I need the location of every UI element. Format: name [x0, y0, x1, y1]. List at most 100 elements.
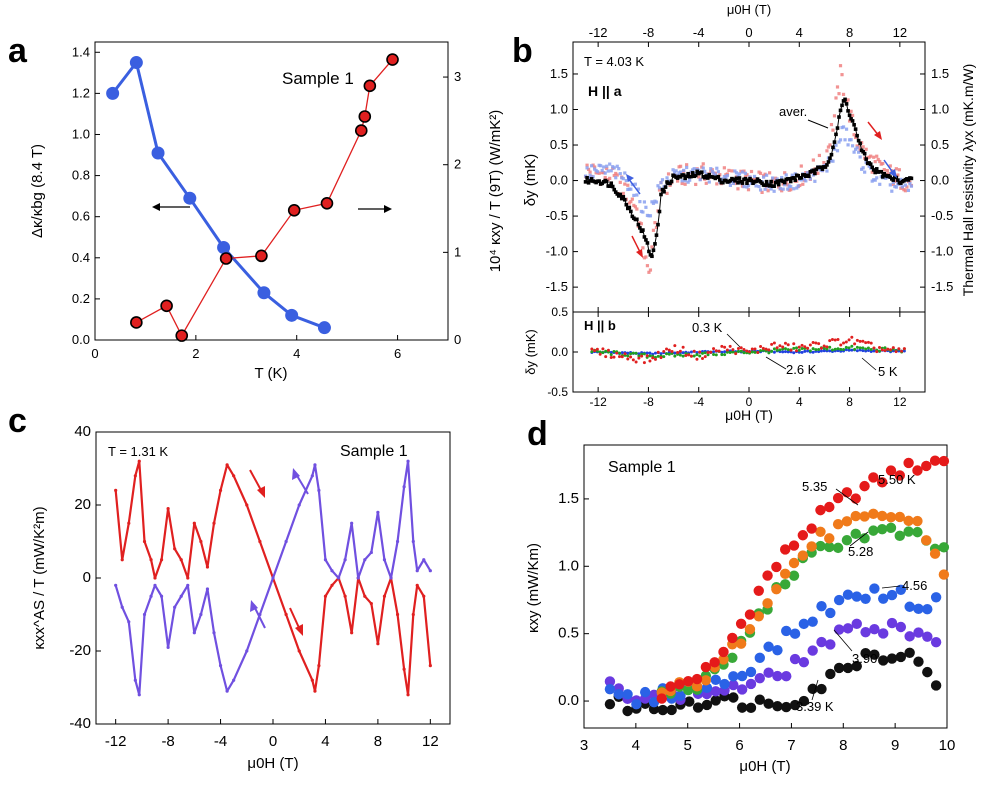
- panel-b-bottom-point-1-87: [830, 348, 834, 352]
- panel-b-point-blue-188: [867, 164, 871, 168]
- panel-b-bottom-point-0-69: [781, 350, 785, 354]
- panel-b-point-blue-129: [778, 186, 782, 191]
- panel-c-xlabel: μ0H (T): [247, 755, 298, 772]
- panel-b-point-blue-181: [857, 150, 861, 154]
- panel-b-bottom-point-2-64: [767, 348, 771, 352]
- panel-b-top-ytick-label-5: 1.0: [550, 102, 568, 117]
- panel-b-top: -12 -8 -4 0 4 8 12 -1.5-1.0-0.50.00.51.01.5-1.…: [522, 2, 976, 313]
- panel-b-top-r-ytick-right-label-4: 0.5: [931, 137, 949, 152]
- panel-d-point-1-29: [912, 515, 923, 527]
- panel-d-point-5-11: [701, 699, 713, 711]
- panel-b-point-red-171: [841, 92, 846, 97]
- panel-d-point-0-5: [700, 661, 712, 673]
- panel-d-point-0-27: [894, 470, 906, 481]
- panel-d-point-1-26: [885, 512, 897, 523]
- panel-b-point-blue-8: [596, 170, 600, 174]
- panel-b-point-blue-83: [709, 167, 713, 171]
- panel-b-bottom-point-2-33: [681, 345, 685, 349]
- panel-b-top-r-ytick-right-label-1: -1.0: [931, 244, 953, 259]
- panel-b-bottom-point-2-52: [734, 352, 738, 356]
- panel-b-point-red-64: [680, 181, 684, 186]
- panel-b-bottom-point-2-35: [687, 353, 691, 357]
- panel-b-top-ylabel: δy (mK): [522, 154, 539, 207]
- panel-b-bottom-point-0-17: [637, 352, 641, 356]
- panel-c-point-1-15: [205, 587, 210, 591]
- panel-b-bottom-point-1-92: [844, 345, 848, 349]
- panel-b-top-ytick-label-4: 0.5: [550, 137, 568, 152]
- panel-b-point-blue-98: [731, 181, 736, 185]
- panel-b-point-blue-193: [875, 176, 879, 180]
- arrow-blue-c1: [250, 600, 266, 629]
- panel-c-point-0-0: [114, 488, 118, 492]
- panel-d-point-3-37: [930, 592, 942, 603]
- panel-b-bottom-point-2-74: [795, 349, 799, 353]
- panel-b-bottom-point-2-68: [778, 344, 782, 348]
- panel-d-xtick-label-3: 6: [735, 737, 743, 754]
- panel-b-bottom-point-0-11: [620, 351, 624, 355]
- panel-b-point-red-55: [666, 172, 671, 176]
- panel-c-point-1-44: [422, 558, 426, 562]
- panel-b-temperature: T = 4.03 K: [584, 54, 644, 69]
- panel-b-bottom-point-1-96: [855, 345, 859, 349]
- arrow-red-c2: [289, 607, 303, 636]
- panel-d-point-2-32: [938, 542, 950, 553]
- panel-b-bottom-x-ticks: -12 -8 -4 0 4 8 12: [589, 312, 907, 409]
- panel-b-point-blue-192: [873, 178, 877, 182]
- panel-b-bottom-point-2-43: [709, 350, 713, 354]
- panel-b-avg-label: aver.: [779, 104, 807, 119]
- panel-b-point-blue-125: [772, 189, 776, 193]
- panel-c-xtick-label-2: -4: [214, 733, 227, 750]
- panel-b-bottom-point-0-80: [811, 350, 815, 354]
- panel-d-point-3-23: [807, 616, 818, 627]
- label-4-56: 4.56: [902, 578, 927, 593]
- panel-c-ytick-label-4: 40: [74, 423, 91, 440]
- panel-b-point-red-6: [593, 165, 597, 169]
- panel-c-point-1-41: [406, 459, 410, 463]
- panel-b-point-red-168: [837, 92, 841, 96]
- panel-b-bottom-point-2-49: [725, 348, 729, 352]
- panel-b-point-blue-209: [899, 177, 903, 182]
- panel-d-point-2-18: [815, 540, 826, 552]
- panel-b-bottom-point-2-111: [897, 347, 901, 351]
- panel-c-point-1-24: [297, 503, 301, 507]
- panel-d-point-2-8: [727, 652, 738, 663]
- panel-b-point-red-160: [825, 149, 829, 153]
- panel-b-bottom-point-1-80: [811, 347, 815, 351]
- panel-b-top-xtick-top-label-3: 0: [745, 25, 752, 40]
- label-5-35: 5.35: [802, 479, 827, 494]
- panel-b-bottom-point-1-88: [833, 347, 837, 351]
- panel-b-bottom-point-0-47: [720, 350, 724, 354]
- panel-d-point-3-3: [631, 698, 642, 710]
- panel-c-point-1-13: [192, 631, 196, 635]
- panel-b-bottom-point-2-62: [761, 346, 765, 350]
- panel-c-point-0-26: [313, 689, 317, 693]
- panel-b-point-red-97: [730, 169, 734, 173]
- panel-c-series: [114, 459, 432, 697]
- panel-d-frame: [583, 444, 948, 729]
- panel-b-bottom-point-0-7: [609, 350, 613, 354]
- panel-b-point-red-163: [829, 122, 834, 127]
- panel-d-point-0-1: [665, 681, 676, 692]
- panel-b-point-blue-25: [621, 177, 625, 181]
- panel-b-point-red-30: [629, 200, 633, 204]
- panel-d-point-0-21: [841, 487, 853, 498]
- panel-d-sample: Sample 1: [608, 459, 676, 476]
- panel-b-point-blue-146: [804, 179, 808, 183]
- panel-b-point-blue-15: [606, 169, 610, 173]
- panel-b-point-red-63: [679, 164, 683, 168]
- panel-d-point-0-32: [938, 455, 950, 467]
- panel-b-point-blue-195: [878, 182, 882, 186]
- panel-b-bottom-point-0-75: [797, 350, 801, 354]
- panel-b-bottom-point-2-26: [662, 349, 666, 353]
- panel-d-point-5-7: [666, 704, 677, 716]
- panel-b-point-red-95: [727, 168, 731, 173]
- panel-b-bottom-point-2-93: [847, 338, 851, 342]
- panel-b-point-red-3: [588, 170, 592, 174]
- red-arrow-up: [867, 121, 882, 140]
- panel-b-bottom-point-1-98: [861, 346, 865, 350]
- panel-b-bottom-point-2-21: [648, 359, 652, 363]
- panel-b-point-blue-182: [858, 155, 862, 159]
- panel-b-top-y-ticks: -1.5 -1.0 -0.5 0.0 0.5 1.0 1.5 -1.5 -1.0 -0.5 0.0 0…: [546, 66, 954, 294]
- panel-d-point-3-29: [860, 593, 871, 604]
- panel-b-point-red-87: [715, 182, 719, 186]
